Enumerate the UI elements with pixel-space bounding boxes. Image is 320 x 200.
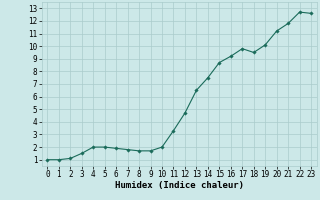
X-axis label: Humidex (Indice chaleur): Humidex (Indice chaleur) (115, 181, 244, 190)
